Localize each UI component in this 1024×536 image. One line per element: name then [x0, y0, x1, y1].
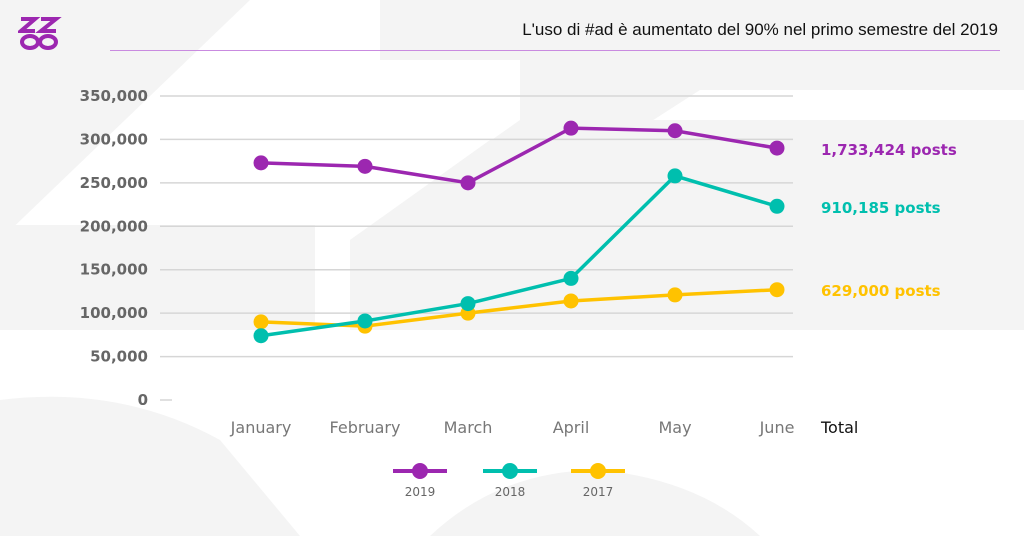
legend-swatch-dot-2017 — [590, 463, 606, 479]
series-line-2017 — [260, 287, 778, 328]
x-tick-label: January — [230, 418, 292, 437]
series-line-2018 — [260, 173, 778, 338]
total-column-label: Total — [820, 418, 858, 437]
data-point-2018 — [357, 313, 373, 329]
y-tick-label: 200,000 — [80, 217, 148, 235]
x-tick-label: February — [330, 418, 401, 437]
y-tick-label: 100,000 — [80, 304, 148, 322]
legend-swatch-dot-2018 — [502, 463, 518, 479]
brand-logo — [18, 17, 62, 50]
legend-swatch-dot-2019 — [412, 463, 428, 479]
series-line-2019 — [260, 126, 778, 185]
data-point-2019 — [460, 175, 476, 191]
y-tick-label: 150,000 — [80, 261, 148, 279]
x-tick-label: April — [553, 418, 590, 437]
data-point-2017 — [253, 314, 269, 330]
y-tick-label: 0 — [138, 391, 148, 409]
data-point-2019 — [253, 155, 269, 171]
data-point-2019 — [357, 158, 373, 174]
x-tick-label: March — [444, 418, 493, 437]
x-tick-label: June — [759, 418, 795, 437]
data-point-2017 — [667, 287, 683, 303]
y-tick-label: 250,000 — [80, 174, 148, 192]
x-tick-label: May — [658, 418, 691, 437]
data-point-2018 — [667, 168, 683, 184]
total-label-2018: 910,185 posts — [821, 199, 941, 217]
legend-label-2018: 2018 — [495, 485, 526, 499]
data-point-2019 — [667, 123, 683, 139]
data-point-2018 — [460, 296, 476, 312]
data-point-2017 — [769, 282, 785, 298]
legend-label-2017: 2017 — [583, 485, 614, 499]
data-point-2019 — [769, 140, 785, 156]
y-tick-label: 50,000 — [90, 348, 148, 366]
data-point-2018 — [253, 328, 269, 344]
title-divider — [110, 50, 1000, 51]
total-label-2017: 629,000 posts — [821, 282, 941, 300]
data-point-2018 — [769, 198, 785, 214]
data-point-2018 — [563, 270, 579, 286]
data-point-2017 — [563, 293, 579, 309]
total-label-2019: 1,733,424 posts — [821, 141, 957, 159]
chart-title: L'uso di #ad è aumentato del 90% nel pri… — [522, 20, 998, 39]
y-tick-label: 300,000 — [80, 130, 148, 148]
legend-label-2019: 2019 — [405, 485, 436, 499]
y-tick-label: 350,000 — [80, 87, 148, 105]
data-point-2019 — [563, 120, 579, 136]
